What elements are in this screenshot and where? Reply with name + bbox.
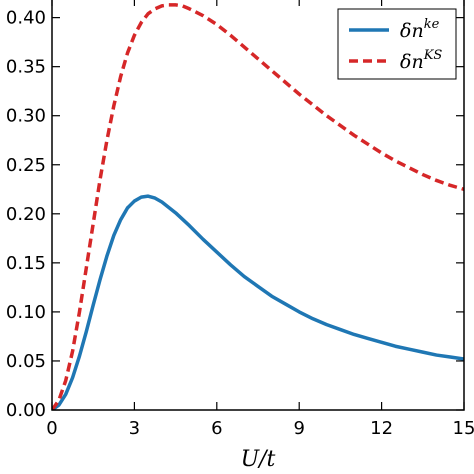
x-axis-label: U/t <box>241 447 276 472</box>
series-layer <box>52 3 464 410</box>
plot-frame <box>51 0 465 411</box>
y-tick-label: 0.10 <box>6 302 46 323</box>
x-tick-label: 15 <box>453 418 474 439</box>
y-tick-label: 0.20 <box>6 204 46 225</box>
x-tick-label: 3 <box>129 418 140 439</box>
y-tick-label: 0.40 <box>6 8 46 29</box>
x-tick-label: 12 <box>370 418 393 439</box>
legend-box <box>337 8 457 80</box>
y-tick-label: 0.15 <box>6 253 46 274</box>
x-tick-label: 9 <box>293 418 304 439</box>
x-axis-ticks: 0 3 6 9 12 15 <box>46 0 474 439</box>
y-tick-label: 0.30 <box>6 106 46 127</box>
legend-label-ke: δnke <box>400 17 440 42</box>
x-tick-label: 0 <box>46 418 57 439</box>
series-line-ke <box>52 194 464 410</box>
legend-label-ks: δnKS <box>400 48 442 73</box>
series-line-ks <box>52 3 464 410</box>
legend: δnke δnKS <box>337 8 457 80</box>
y-tick-label: 0.05 <box>6 351 46 372</box>
x-tick-label: 6 <box>211 418 222 439</box>
y-tick-label: 0.25 <box>6 155 46 176</box>
y-tick-label: 0.00 <box>6 400 46 421</box>
y-axis-ticks: 0.00 0.05 0.10 0.15 0.20 0.25 0.30 0.35 0.40 <box>6 8 464 421</box>
y-tick-label: 0.35 <box>6 57 46 78</box>
